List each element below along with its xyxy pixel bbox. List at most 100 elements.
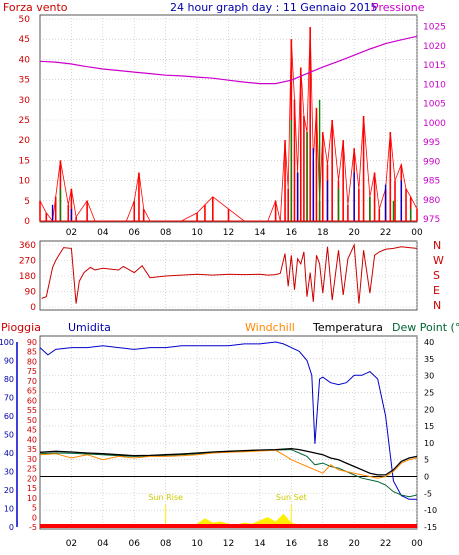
humidity-y-tick-label: 100 <box>0 338 14 347</box>
rain-y-tick-label: 35 <box>27 445 37 454</box>
direction-y-tick-label: 270 <box>19 257 36 267</box>
rain-y-tick-label: 15 <box>27 484 37 493</box>
temperature-y-tick-label: -15 <box>424 523 437 532</box>
dewpoint-line <box>39 449 418 498</box>
temperature-legend: Temperatura <box>312 321 383 334</box>
wind-y-tick-label: 50 <box>19 15 31 25</box>
pressure-y-tick-label: 1005 <box>423 100 446 110</box>
temperature-y-tick-label: 0 <box>424 473 429 482</box>
humidity-y-tick-label: 70 <box>4 394 14 403</box>
x-tick-label: 16 <box>286 228 298 238</box>
pressure-y-tick-label: 1010 <box>423 80 446 90</box>
humidity-axis-label: Umidita <box>68 321 111 334</box>
x-tick-label: 08 <box>160 539 172 549</box>
wind-y-tick-label: 35 <box>19 76 30 86</box>
rain-y-tick-label: 5 <box>32 504 37 513</box>
wind-axis-label: Forza vento <box>3 1 68 14</box>
pressure-axis-label: Pressione <box>372 1 425 14</box>
x-tick-label: 10 <box>191 539 203 549</box>
compass-label: W <box>433 254 444 267</box>
windchill-line <box>39 449 418 479</box>
x-tick-label: 02 <box>66 539 77 549</box>
humidity-y-tick-label: 10 <box>4 505 14 514</box>
temperature-y-tick-label: 35 <box>424 355 434 364</box>
x-tick-label: 22 <box>380 228 391 238</box>
sunrise-label: Sun Rise <box>148 493 183 502</box>
x-tick-label: 04 <box>97 228 109 238</box>
temperature-humidity-panel: 0102030405060708090100-50510152025303540… <box>0 335 437 549</box>
compass-label: N <box>433 299 441 312</box>
rain-y-tick-label: 65 <box>27 387 37 396</box>
x-tick-label: 10 <box>191 228 203 238</box>
humidity-y-tick-label: 0 <box>9 523 14 532</box>
x-tick-label: 14 <box>254 539 266 549</box>
wind-y-tick-label: 45 <box>19 35 30 45</box>
rain-band <box>40 524 417 528</box>
x-tick-label: 04 <box>97 539 109 549</box>
rain-y-tick-label: 75 <box>27 367 37 376</box>
humidity-y-tick-label: 90 <box>4 357 14 366</box>
temperature-y-tick-label: 40 <box>424 338 434 347</box>
x-tick-label: 20 <box>348 228 360 238</box>
rain-y-tick-label: 60 <box>27 396 37 405</box>
direction-y-tick-label: 360 <box>19 241 36 251</box>
rain-axis-label: Pioggia <box>1 321 41 334</box>
rain-y-tick-label: 30 <box>27 455 37 464</box>
x-tick-label: 02 <box>66 228 77 238</box>
x-tick-label: 18 <box>317 539 329 549</box>
rain-y-tick-label: 70 <box>27 377 37 386</box>
temperature-y-tick-label: 30 <box>424 372 434 381</box>
x-tick-label: 14 <box>254 228 266 238</box>
compass-label: N <box>433 239 441 252</box>
rain-y-tick-label: 0 <box>32 513 37 522</box>
panel-frame <box>39 240 418 311</box>
rain-y-tick-label: 45 <box>27 426 37 435</box>
x-tick-label: 18 <box>317 228 329 238</box>
wind-y-tick-label: 25 <box>19 116 30 126</box>
wind-y-tick-label: 0 <box>24 217 30 227</box>
wind-y-tick-label: 20 <box>19 136 31 146</box>
temperature-y-tick-label: 5 <box>424 456 429 465</box>
wind-y-tick-label: 30 <box>19 96 31 106</box>
rain-y-tick-label: 90 <box>27 338 37 347</box>
pressure-y-tick-label: 1025 <box>423 23 446 33</box>
humidity-y-tick-label: 30 <box>4 468 14 477</box>
humidity-y-tick-label: 20 <box>4 486 14 495</box>
wind-direction-line <box>41 243 418 304</box>
humidity-line <box>39 341 417 500</box>
x-tick-label: 06 <box>129 539 141 549</box>
humidity-y-tick-label: 50 <box>4 431 14 440</box>
dewpoint-legend: Dew Point (°C <box>392 321 459 334</box>
x-tick-label: 20 <box>348 539 360 549</box>
sunset-label: Sun Set <box>276 493 307 502</box>
pressure-y-tick-label: 980 <box>423 196 440 206</box>
rain-y-tick-label: 25 <box>27 465 37 474</box>
humidity-y-tick-label: 40 <box>4 449 14 458</box>
direction-y-tick-label: 0 <box>30 303 36 313</box>
temperature-y-tick-label: 20 <box>424 405 434 414</box>
rain-y-tick-label: 80 <box>27 357 37 366</box>
x-tick-label: 22 <box>380 539 391 549</box>
rain-y-tick-label: -5 <box>29 523 37 532</box>
pressure-y-tick-label: 975 <box>423 215 440 225</box>
x-tick-label: 12 <box>223 539 234 549</box>
pressure-line <box>39 35 418 85</box>
temperature-y-tick-label: -10 <box>424 506 437 515</box>
wind-y-tick-label: 10 <box>19 177 31 187</box>
direction-y-tick-label: 90 <box>25 288 37 298</box>
wind-pressure-panel: 0510152025303540455097598098599099510001… <box>19 14 446 238</box>
humidity-y-tick-label: 60 <box>4 412 14 421</box>
rain-y-tick-label: 55 <box>27 406 37 415</box>
chart-title: 24 hour graph day : 11 Gennaio 2015 <box>170 1 378 14</box>
x-tick-label: 06 <box>129 228 141 238</box>
x-tick-label: 12 <box>223 228 234 238</box>
panel-frame <box>39 14 418 223</box>
pressure-y-tick-label: 995 <box>423 138 440 148</box>
temperature-y-tick-label: 15 <box>424 422 434 431</box>
windchill-legend: Windchill <box>245 321 295 334</box>
x-tick-label: 00 <box>411 228 423 238</box>
pressure-y-tick-label: 1015 <box>423 61 446 71</box>
x-tick-label: 08 <box>160 228 172 238</box>
